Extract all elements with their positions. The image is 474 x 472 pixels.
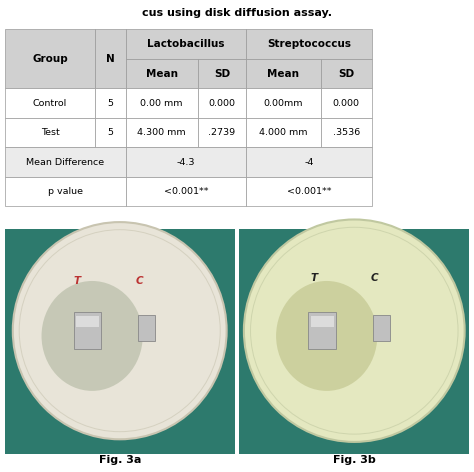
Text: 0.00mm: 0.00mm <box>264 99 303 108</box>
Bar <box>95 29 126 88</box>
Bar <box>95 88 126 118</box>
Text: .2739: .2739 <box>209 128 236 137</box>
Bar <box>126 177 246 206</box>
Ellipse shape <box>42 281 143 391</box>
Text: -4.3: -4.3 <box>177 158 195 167</box>
Text: <0.001**: <0.001** <box>164 187 208 196</box>
Bar <box>310 316 334 327</box>
Bar <box>5 177 126 206</box>
Text: 5: 5 <box>108 99 113 108</box>
Text: .3536: .3536 <box>333 128 360 137</box>
Text: 0.00 mm: 0.00 mm <box>140 99 183 108</box>
Ellipse shape <box>244 219 465 442</box>
Bar <box>198 59 246 88</box>
Text: C: C <box>136 276 144 286</box>
Bar <box>95 118 126 147</box>
Text: Group: Group <box>32 54 68 64</box>
Bar <box>126 147 246 177</box>
Bar <box>308 312 336 349</box>
Text: <0.001**: <0.001** <box>287 187 331 196</box>
Text: 4.300 mm: 4.300 mm <box>137 128 186 137</box>
Bar <box>320 118 372 147</box>
Bar <box>246 177 372 206</box>
Bar <box>239 228 469 454</box>
Bar <box>246 59 320 88</box>
Bar <box>126 88 198 118</box>
Text: 4.000 mm: 4.000 mm <box>259 128 308 137</box>
Bar <box>5 118 95 147</box>
Bar <box>246 29 372 59</box>
Bar <box>246 118 320 147</box>
Bar <box>126 29 246 59</box>
Bar <box>246 147 372 177</box>
Bar <box>320 59 372 88</box>
Bar <box>373 315 390 341</box>
Text: Test: Test <box>41 128 59 137</box>
Bar <box>5 29 95 88</box>
Bar <box>198 118 246 147</box>
Text: 0.000: 0.000 <box>333 99 360 108</box>
Text: Mean: Mean <box>146 68 178 79</box>
Bar <box>76 316 99 327</box>
Text: Fig. 3b: Fig. 3b <box>333 455 376 465</box>
Text: Fig. 3a: Fig. 3a <box>99 455 141 465</box>
Text: 5: 5 <box>108 128 113 137</box>
Text: 0.000: 0.000 <box>209 99 236 108</box>
Text: Streptococcus: Streptococcus <box>267 39 351 49</box>
Text: SD: SD <box>214 68 230 79</box>
Text: Mean: Mean <box>267 68 300 79</box>
Text: T: T <box>74 276 81 286</box>
Bar <box>138 315 155 341</box>
Bar <box>126 118 198 147</box>
Text: C: C <box>370 273 378 283</box>
Ellipse shape <box>13 222 227 439</box>
Bar <box>5 147 126 177</box>
Bar <box>126 59 198 88</box>
Bar <box>5 88 95 118</box>
Bar <box>5 228 235 454</box>
Bar <box>74 312 101 349</box>
Text: SD: SD <box>338 68 354 79</box>
Text: N: N <box>106 54 115 64</box>
Ellipse shape <box>276 281 377 391</box>
Text: Lactobacillus: Lactobacillus <box>147 39 225 49</box>
Text: p value: p value <box>47 187 82 196</box>
Text: cus using disk diffusion assay.: cus using disk diffusion assay. <box>142 8 332 18</box>
Bar <box>198 88 246 118</box>
Text: Mean Difference: Mean Difference <box>26 158 104 167</box>
Text: T: T <box>310 273 318 283</box>
Bar <box>246 88 320 118</box>
Bar <box>320 88 372 118</box>
Text: -4: -4 <box>304 158 314 167</box>
Text: Control: Control <box>33 99 67 108</box>
